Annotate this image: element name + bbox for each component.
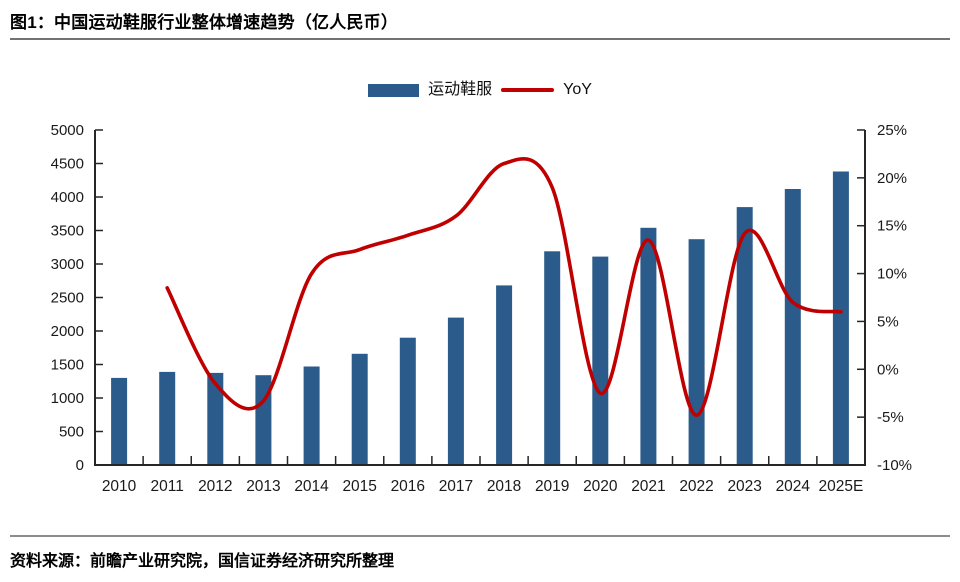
bar-2017 <box>447 317 464 465</box>
x-axis-label: 2017 <box>439 478 473 495</box>
left-axis-label: 3000 <box>51 256 84 273</box>
bar-2015 <box>351 353 368 465</box>
x-axis-label: 2013 <box>246 478 280 495</box>
source-note: 资料来源：前瞻产业研究院，国信证券经济研究所整理 <box>10 553 395 570</box>
left-axis-label: 1500 <box>51 357 84 374</box>
x-axis-label: 2022 <box>679 478 713 495</box>
x-axis-label: 2014 <box>294 478 329 495</box>
x-axis-label: 2010 <box>102 478 137 495</box>
x-axis-label: 2011 <box>151 478 184 495</box>
bar-2019 <box>544 251 561 465</box>
right-axis-label: 10% <box>877 266 907 283</box>
title-divider <box>10 38 950 40</box>
bar-2023 <box>736 207 753 465</box>
bar-2016 <box>399 337 416 465</box>
x-axis-label: 2020 <box>583 478 618 495</box>
line-series-swatch <box>501 88 555 92</box>
left-axis-label: 500 <box>59 424 84 441</box>
right-axis-label: 20% <box>877 170 907 187</box>
x-axis-label: 2015 <box>342 478 376 495</box>
bar-2014 <box>303 366 320 465</box>
bar-2024 <box>784 189 801 465</box>
bar-2021 <box>640 227 657 465</box>
yoy-line <box>165 157 843 417</box>
figure-title: 图1：中国运动鞋服行业整体增速趋势（亿人民币） <box>10 13 399 32</box>
right-axis-label: 0% <box>877 361 899 378</box>
x-axis-label: 2019 <box>535 478 569 495</box>
right-axis-label: 25% <box>877 122 907 139</box>
bar-2010 <box>111 377 128 465</box>
x-axis-label: 2016 <box>391 478 425 495</box>
chart-legend: 运动鞋服 YoY <box>0 80 960 100</box>
left-axis-label: 4000 <box>51 189 84 206</box>
left-axis-label: 3500 <box>51 223 84 240</box>
left-axis-label: 5000 <box>51 122 84 139</box>
bar-2012 <box>207 372 224 465</box>
bar-series-swatch <box>368 83 420 97</box>
x-axis-label: 2012 <box>198 478 232 495</box>
x-axis-label: 2025E <box>819 478 864 495</box>
right-axis-label: 15% <box>877 218 907 235</box>
x-axis-label: 2021 <box>631 478 665 495</box>
right-axis-label: -5% <box>877 409 904 426</box>
x-axis-label: 2023 <box>727 478 761 495</box>
x-axis-label: 2018 <box>487 478 521 495</box>
x-axis-label: 2024 <box>776 478 811 495</box>
left-axis-label: 2000 <box>51 323 84 340</box>
left-axis-label: 4500 <box>51 156 84 173</box>
bar-2020 <box>592 256 609 465</box>
left-axis-label: 1000 <box>51 390 84 407</box>
bar-2025E <box>832 171 849 465</box>
legend-label-line: YoY <box>563 81 592 98</box>
legend-label-bars: 运动鞋服 <box>428 81 493 98</box>
footer-divider <box>10 535 950 537</box>
bar-2018 <box>496 285 513 465</box>
bar-2011 <box>159 371 176 465</box>
right-axis-label: -10% <box>877 457 912 474</box>
bar-2022 <box>688 239 705 465</box>
left-axis-label: 0 <box>76 457 84 474</box>
left-axis-label: 2500 <box>51 290 84 307</box>
right-axis-label: 5% <box>877 313 899 330</box>
